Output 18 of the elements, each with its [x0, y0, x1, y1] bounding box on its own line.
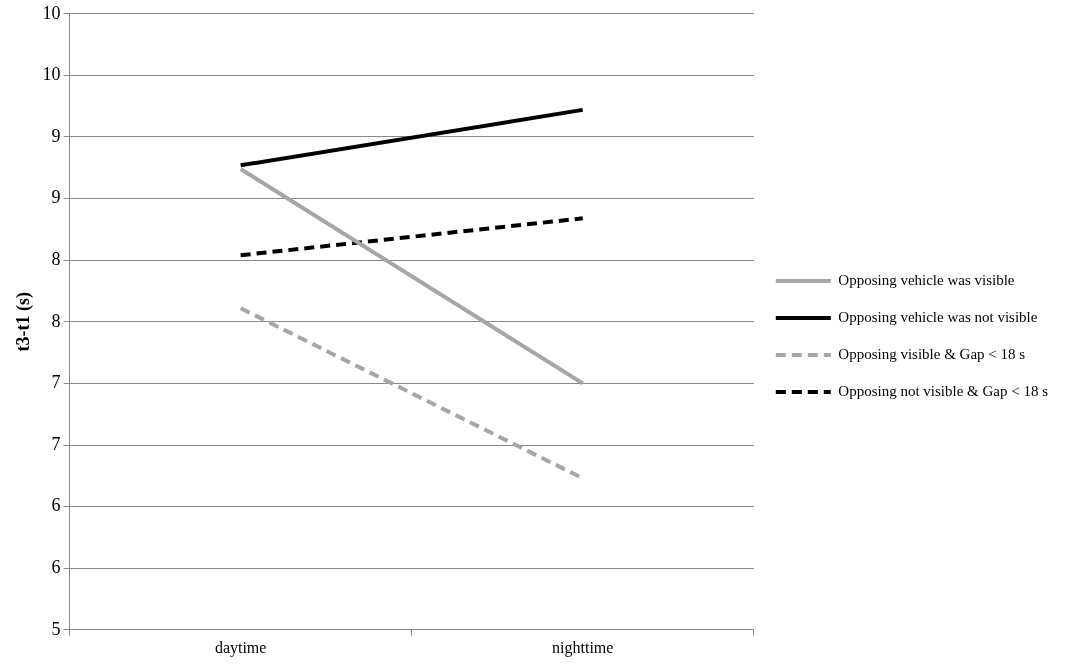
y-tick-label: 9: [51, 187, 61, 208]
y-tick-label: 6: [51, 495, 61, 516]
y-tick-label: 7: [51, 433, 61, 454]
legend-label: Opposing not visible & Gap < 18 s: [838, 382, 1049, 399]
y-tick-label: 8: [51, 248, 61, 269]
y-axis-title: t3-t1 (s): [13, 292, 35, 352]
legend-label: Opposing visible & Gap < 18 s: [838, 345, 1026, 362]
y-tick-label: 10: [42, 64, 61, 85]
x-tick-label: daytime: [214, 638, 267, 657]
y-tick-label: 10: [42, 2, 61, 23]
legend-label: Opposing vehicle was visible: [838, 271, 1015, 288]
y-tick-label: 7: [51, 372, 61, 393]
y-tick-label: 8: [51, 310, 61, 331]
y-tick-label: 6: [51, 556, 61, 577]
y-tick-label: 9: [51, 125, 61, 146]
legend-label: Opposing vehicle was not visible: [838, 308, 1038, 325]
y-tick-label: 5: [51, 618, 61, 639]
x-tick-label: nighttime: [552, 638, 614, 657]
